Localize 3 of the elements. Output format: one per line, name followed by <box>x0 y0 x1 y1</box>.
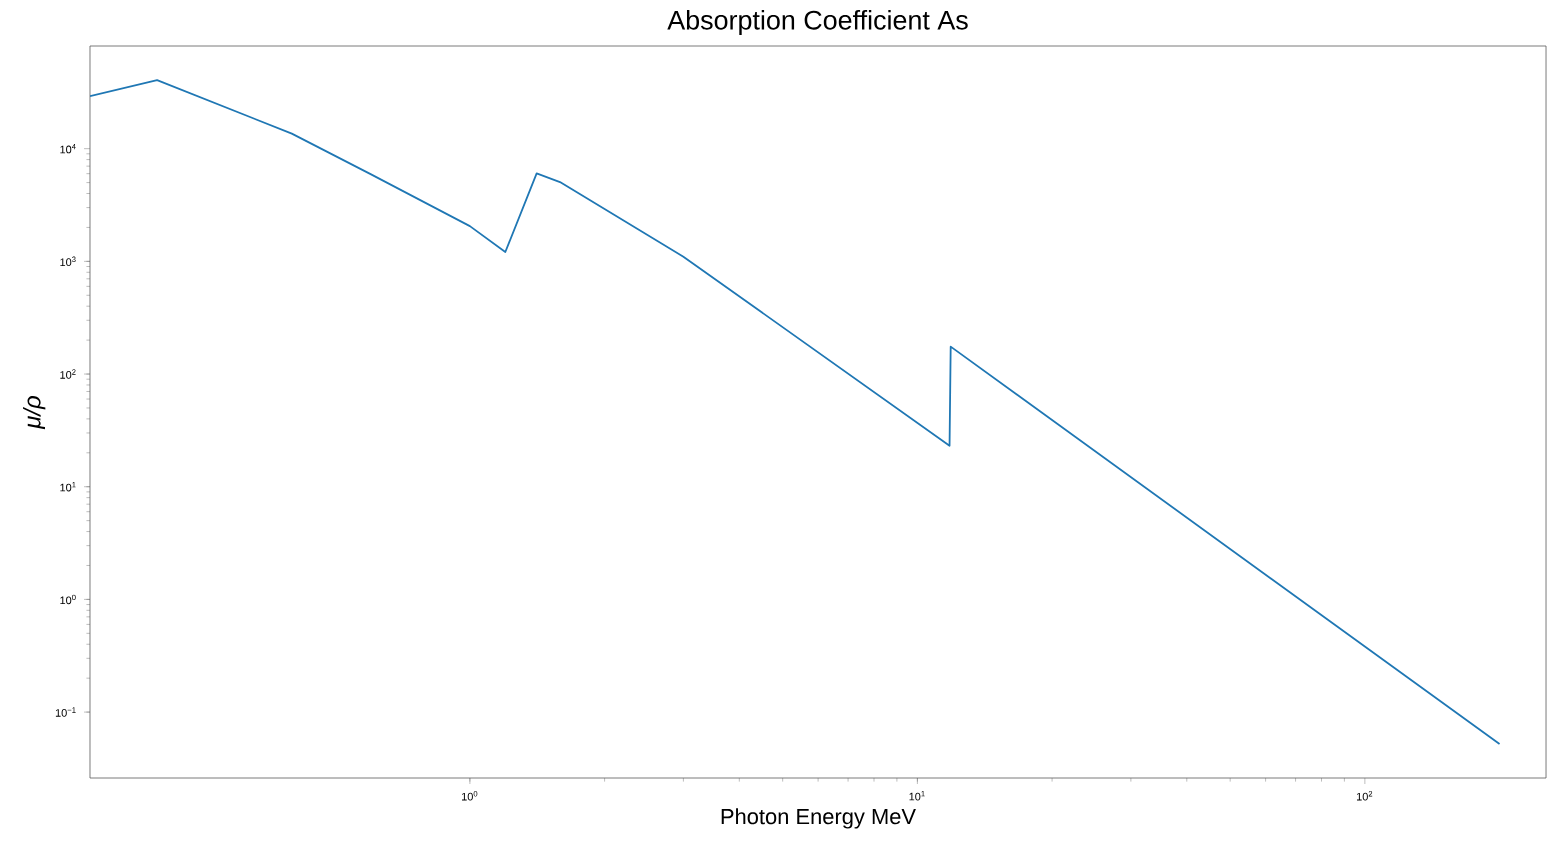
y-axis-title: μ/ρ <box>23 396 46 430</box>
x-axis-title: Photon Energy MeV <box>721 808 916 829</box>
chart-title: Absorption Coefficient As <box>667 9 968 36</box>
